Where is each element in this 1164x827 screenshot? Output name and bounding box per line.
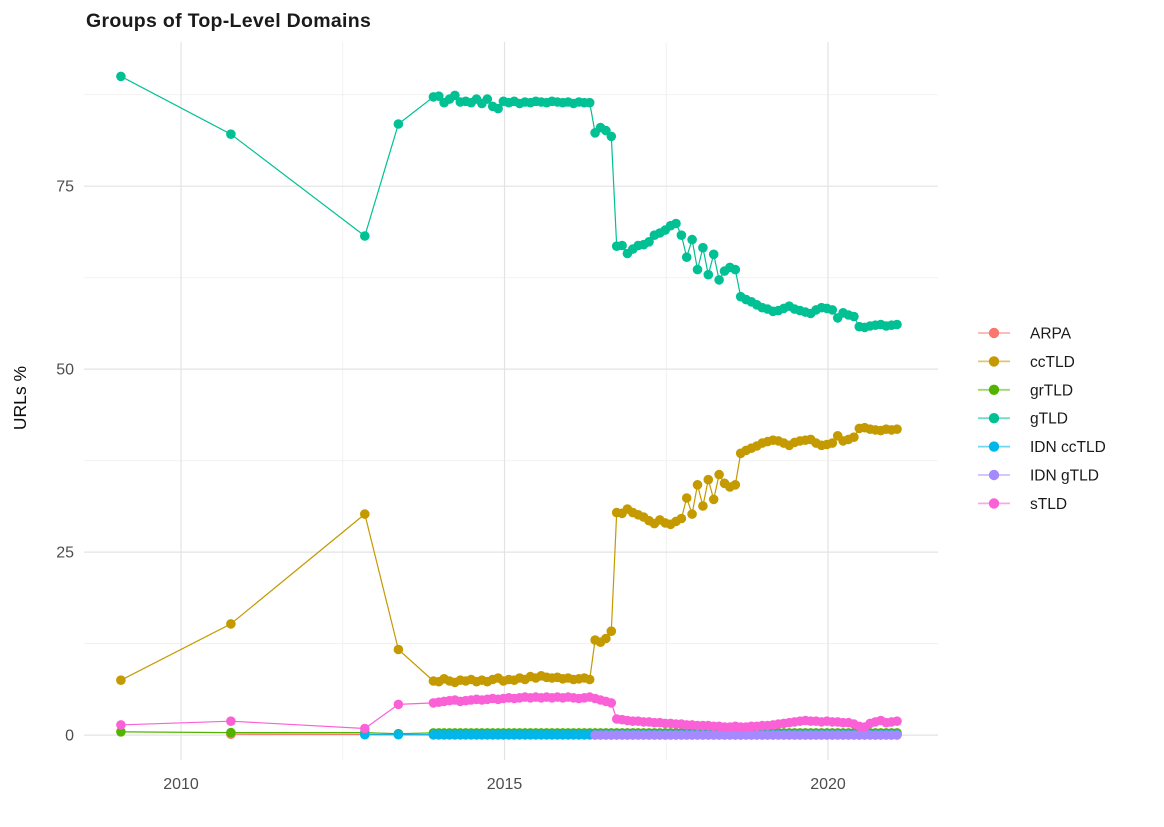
data-point [703, 474, 714, 485]
legend-item-ARPA: ARPA [978, 326, 1072, 343]
legend-key-dot [988, 469, 1000, 481]
series-sTLD [116, 692, 902, 734]
data-point [681, 252, 692, 262]
series-IDN-gTLD [590, 730, 902, 740]
data-point [601, 633, 611, 644]
legend-label: IDN ccTLD [1030, 439, 1106, 456]
data-point [116, 727, 126, 737]
y-tick-label-25: 25 [56, 545, 74, 562]
data-point [730, 480, 741, 490]
data-point [393, 644, 404, 655]
data-point [698, 501, 708, 511]
legend-key-dot [988, 498, 1000, 509]
data-point [584, 97, 595, 108]
data-point [606, 626, 617, 636]
legend-item-IDN-ccTLD: IDN ccTLD [978, 439, 1106, 456]
legend-item-gTLD: gTLD [978, 411, 1068, 428]
y-axis-title: URLs % [10, 366, 30, 430]
data-point [116, 71, 126, 82]
legend-label: IDN gTLD [1030, 468, 1099, 485]
data-point [360, 231, 370, 241]
legend-item-IDN-gTLD: IDN gTLD [978, 468, 1099, 485]
legend-label: gTLD [1030, 411, 1068, 428]
y-tick-label-0: 0 [65, 728, 74, 745]
chart-title: Groups of Top-Level Domains [86, 10, 371, 32]
data-point [687, 234, 697, 245]
data-point [714, 275, 724, 285]
legend-key-dot [988, 384, 1000, 395]
series-layer [116, 71, 902, 740]
data-point [644, 237, 654, 247]
data-point [116, 720, 126, 730]
data-point [393, 699, 404, 710]
data-point [226, 727, 236, 738]
y-axis-tick-labels: 0 25 50 75 [56, 179, 74, 745]
data-point [892, 319, 902, 330]
data-point [698, 242, 708, 253]
y-tick-label-75: 75 [56, 179, 74, 196]
data-point [393, 729, 404, 740]
data-point [606, 698, 617, 708]
data-point [703, 269, 714, 280]
gridlines-minor [84, 42, 938, 760]
x-axis-tick-labels: 2010 2015 2020 [163, 776, 846, 793]
data-point [708, 249, 719, 260]
data-point [692, 480, 703, 490]
x-tick-label-2010: 2010 [163, 776, 199, 793]
legend-label: grTLD [1030, 382, 1073, 399]
data-point [827, 305, 838, 315]
legend-key-dot [988, 441, 1000, 452]
data-point [360, 509, 370, 519]
legend-key-dot [988, 327, 1000, 339]
data-point [892, 424, 902, 435]
data-point [708, 494, 719, 505]
x-tick-label-2020: 2020 [810, 776, 846, 793]
data-point [730, 264, 741, 275]
legend-key-dot [988, 413, 1000, 424]
legend-label: sTLD [1030, 496, 1067, 513]
legend-label: ccTLD [1030, 354, 1075, 371]
data-point [584, 674, 595, 685]
data-point [687, 509, 697, 519]
data-point [226, 619, 236, 629]
data-point [493, 103, 503, 114]
data-point [450, 90, 460, 101]
data-point [671, 218, 681, 229]
data-point [892, 716, 902, 726]
data-point [676, 513, 687, 524]
data-point [482, 94, 493, 104]
data-point [617, 240, 627, 251]
legend-key-dot [988, 356, 1000, 367]
legend: ARPA ccTLD grTLD gTLD IDN ccTLD IDN gTLD sTLD [978, 326, 1106, 513]
data-point [606, 131, 617, 142]
data-point [681, 493, 692, 503]
data-point [360, 723, 370, 734]
data-point [714, 469, 724, 480]
series-ccTLD [116, 422, 902, 688]
data-point [226, 716, 236, 726]
data-point [827, 438, 838, 448]
data-point [849, 432, 859, 443]
data-point [393, 119, 404, 129]
data-point [434, 91, 444, 101]
data-point [892, 730, 902, 740]
legend-label: ARPA [1030, 326, 1072, 343]
series-gTLD [116, 71, 902, 333]
legend-item-grTLD: grTLD [978, 382, 1073, 399]
y-tick-label-50: 50 [56, 362, 74, 379]
legend-item-sTLD: sTLD [978, 496, 1067, 513]
data-point [676, 230, 687, 240]
x-tick-label-2015: 2015 [487, 776, 523, 793]
legend-item-ccTLD: ccTLD [978, 354, 1075, 371]
data-point [849, 311, 859, 322]
data-point [692, 264, 703, 275]
data-point [116, 675, 126, 685]
data-point [226, 129, 236, 139]
